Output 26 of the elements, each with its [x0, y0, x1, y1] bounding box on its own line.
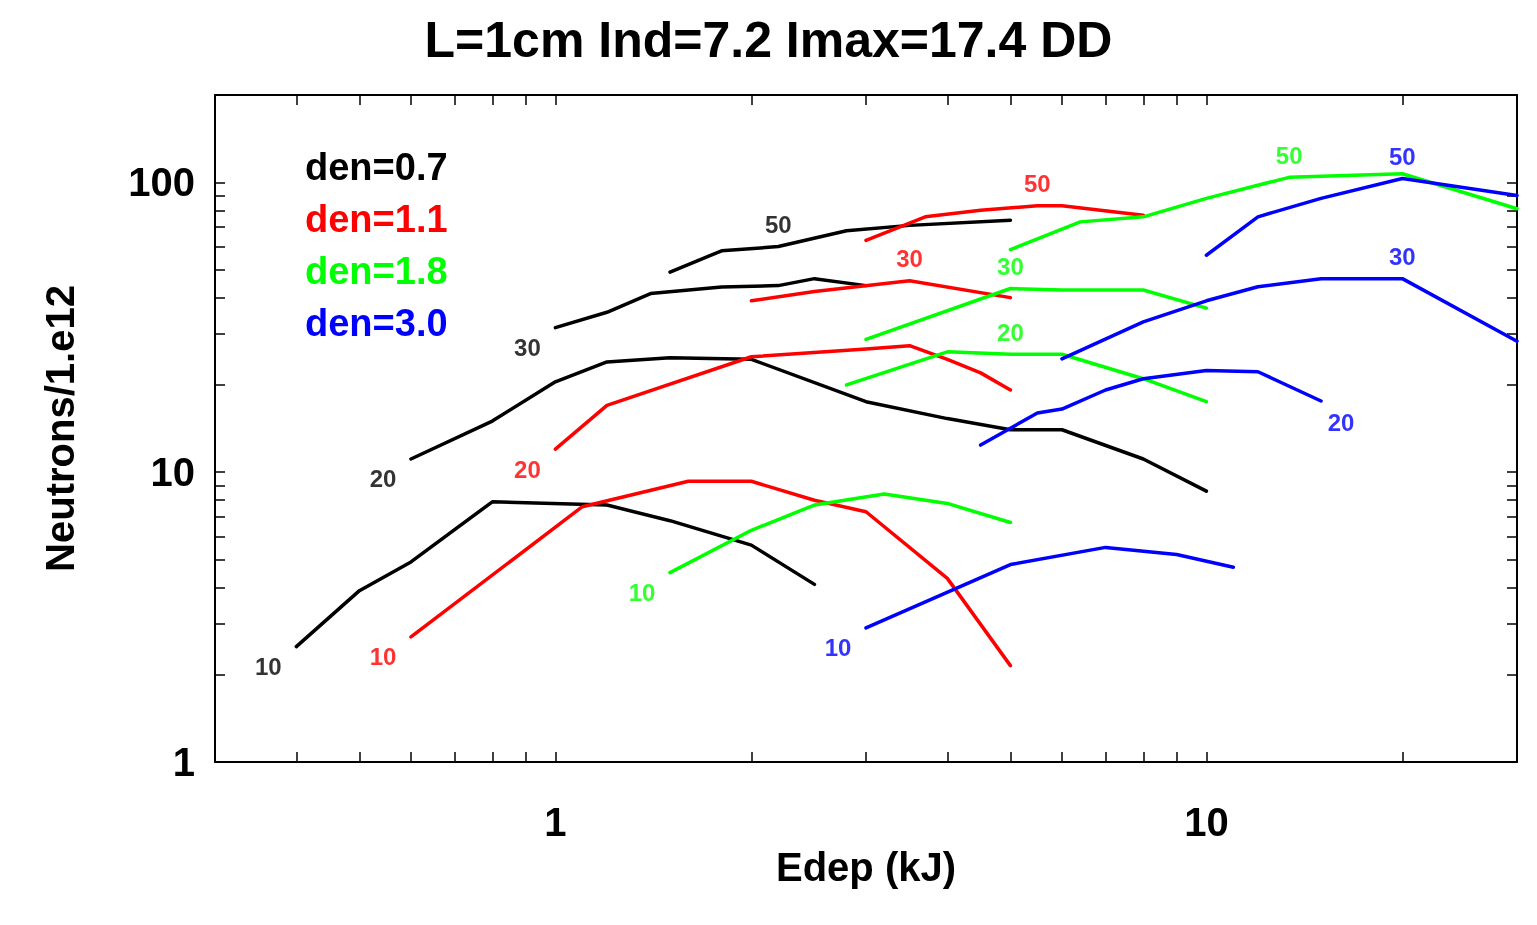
- text: den=1.1: [305, 198, 448, 240]
- y-tick-label: 1: [172, 740, 195, 784]
- annotation: 50: [1275, 141, 1303, 169]
- y-tick-label: 10: [150, 450, 195, 495]
- annotation: 30: [1389, 243, 1416, 271]
- annotation: 30: [997, 253, 1024, 281]
- annotation: 20: [369, 465, 397, 493]
- text: den=3.0: [305, 302, 448, 344]
- y-tick-label: 100: [128, 160, 195, 205]
- annotation: 20: [997, 318, 1024, 346]
- annotation: 50: [1389, 143, 1416, 171]
- annotation: 20: [514, 455, 541, 483]
- annotation: 10: [824, 634, 852, 662]
- x-axis-title: Edep (kJ): [775, 844, 957, 889]
- annotation: 10: [254, 653, 282, 681]
- legend-label: den=0.7: [305, 146, 448, 188]
- annotation: 30: [896, 245, 923, 273]
- annotation: 50: [764, 211, 792, 239]
- annotation: 50: [1024, 170, 1051, 198]
- annotation: 30: [514, 334, 541, 362]
- annotation: 20: [1327, 409, 1355, 437]
- chart-title: L=1cm Ind=7.2 Imax=17.4 DD: [424, 12, 1113, 68]
- text: den=1.8: [305, 250, 448, 292]
- annotation: 10: [369, 643, 397, 671]
- y-axis-title: Neutrons/1.e12: [38, 285, 82, 572]
- annotation: 10: [628, 579, 656, 607]
